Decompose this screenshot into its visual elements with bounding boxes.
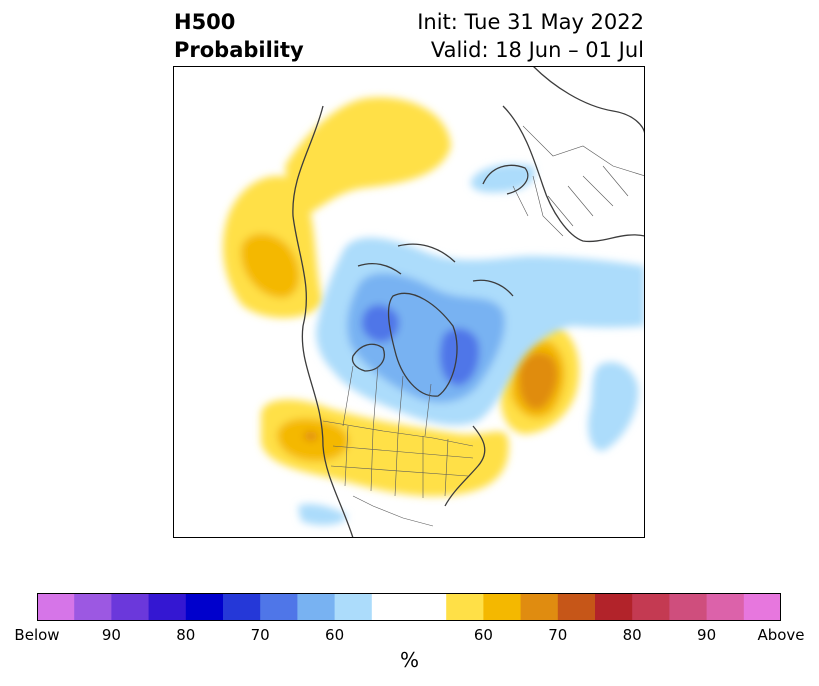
coastline-north-america-east bbox=[444, 425, 486, 507]
border-europe bbox=[512, 165, 629, 237]
border-us-canada bbox=[322, 420, 474, 447]
title-type: Probability bbox=[174, 38, 304, 62]
border-russia bbox=[522, 125, 645, 177]
colorbar-cell bbox=[669, 593, 707, 621]
colorbar-tick-labels: Below 90 80 70 60 60 70 80 90 Above bbox=[0, 626, 819, 646]
colorbar-tick-label: 70 bbox=[548, 626, 568, 644]
colorbar-tick-label: 90 bbox=[697, 626, 717, 644]
colorbar-cell bbox=[595, 593, 633, 621]
above-normal-regions bbox=[223, 97, 580, 497]
colorbar-cell bbox=[706, 593, 745, 621]
colorbar-cell bbox=[446, 593, 484, 621]
colorbar-cell bbox=[148, 593, 187, 621]
init-date: Init: Tue 31 May 2022 bbox=[417, 10, 644, 34]
border-canada-provinces bbox=[342, 365, 432, 437]
colorbar-cell bbox=[223, 593, 261, 621]
colorbar-cell bbox=[260, 593, 298, 621]
colorbar-cell bbox=[74, 593, 112, 621]
valid-dates: Valid: 18 Jun – 01 Jul bbox=[430, 38, 644, 62]
coastlines bbox=[292, 66, 645, 538]
colorbar-cell bbox=[334, 593, 373, 621]
title-variable: H500 bbox=[174, 10, 236, 34]
colorbar-cell bbox=[409, 593, 447, 621]
colorbar-unit: % bbox=[399, 648, 419, 672]
below-region-scandinavia bbox=[470, 164, 535, 193]
colorbar-tick-label: 80 bbox=[622, 626, 642, 644]
map-dates: Init: Tue 31 May 2022 Valid: 18 Jun – 01… bbox=[417, 8, 644, 64]
coastline-asia bbox=[532, 66, 645, 137]
colorbar-tick-label: 60 bbox=[473, 626, 493, 644]
below-region-east-atlantic bbox=[588, 362, 639, 451]
colorbar-cell bbox=[37, 593, 75, 621]
below-region-eastern-pacific bbox=[298, 504, 348, 526]
colorbar-tick-label: 90 bbox=[101, 626, 121, 644]
coastline-scandinavia bbox=[482, 164, 529, 195]
coastline-north-america-west bbox=[292, 105, 354, 538]
coastline-europe bbox=[502, 105, 645, 243]
colorbar-cell bbox=[111, 593, 149, 621]
below-normal-regions bbox=[298, 164, 645, 526]
above-region-north-pacific-core bbox=[240, 233, 300, 298]
colorbar-cell bbox=[743, 593, 781, 621]
political-borders bbox=[322, 125, 645, 527]
above-region-north-atlantic-peak bbox=[519, 352, 558, 410]
below-region-arctic-peak-west bbox=[361, 304, 400, 343]
above-region-united-states-peak bbox=[303, 431, 318, 441]
colorbar-cell bbox=[520, 593, 559, 621]
colorbar-tick-label: 80 bbox=[176, 626, 196, 644]
colorbar-tick-label: Above bbox=[757, 626, 805, 644]
border-mexico bbox=[352, 495, 434, 527]
colorbar-tick-label: Below bbox=[14, 626, 60, 644]
map-title: H500 Probability bbox=[174, 8, 304, 64]
probability-map bbox=[173, 66, 645, 538]
colorbar-cell bbox=[632, 593, 670, 621]
colorbar-frame bbox=[37, 593, 781, 621]
colorbar-cell bbox=[483, 593, 521, 621]
colorbar-cell bbox=[371, 593, 410, 621]
coastline-arctic-islands bbox=[357, 243, 514, 297]
colorbar-cell bbox=[297, 593, 335, 621]
colorbar-tick-label: 60 bbox=[325, 626, 345, 644]
map-frame bbox=[173, 66, 645, 538]
coastline-hudson-bay bbox=[351, 343, 385, 372]
below-region-arctic-peak-east bbox=[439, 328, 480, 386]
colorbar bbox=[37, 593, 781, 621]
colorbar-cell bbox=[557, 593, 596, 621]
colorbar-tick-label: 70 bbox=[250, 626, 270, 644]
border-us-states bbox=[330, 425, 474, 498]
coastline-greenland bbox=[387, 292, 458, 397]
above-region-north-america-north bbox=[285, 97, 451, 221]
colorbar-cell bbox=[185, 593, 224, 621]
